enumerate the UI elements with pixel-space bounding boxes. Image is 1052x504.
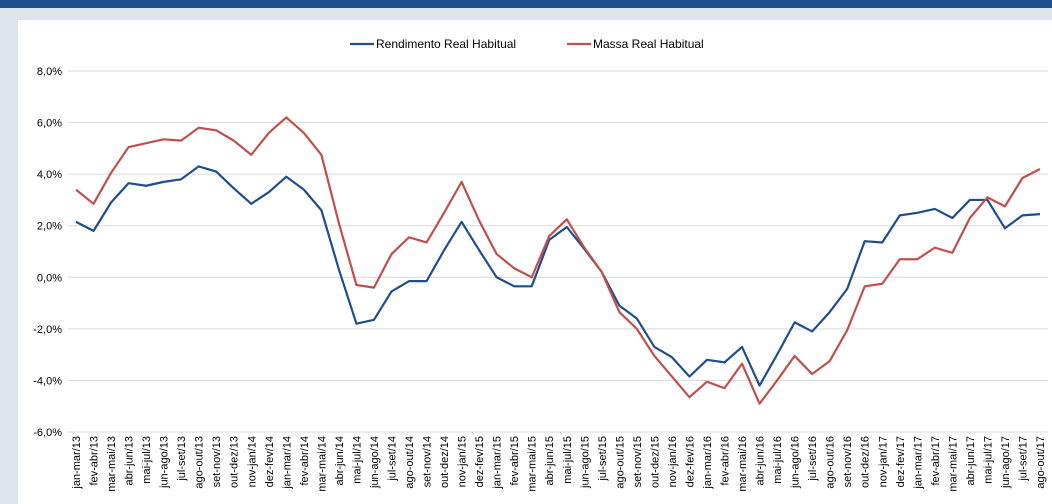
x-tick-label: jul-set/16 bbox=[807, 436, 819, 482]
x-tick-label: fev-abr/17 bbox=[930, 436, 942, 486]
x-tick-label: jan-mar/15 bbox=[492, 436, 504, 490]
x-tick-label: ago-out/14 bbox=[404, 436, 416, 489]
x-tick-label: nov-jan/14 bbox=[246, 436, 258, 487]
y-tick-label: 2,0% bbox=[37, 221, 62, 233]
x-tick-label: fev-abr/16 bbox=[720, 436, 732, 486]
x-tick-label: mar-mai/16 bbox=[737, 436, 749, 492]
y-tick-label: 0,0% bbox=[37, 272, 62, 284]
x-tick-label: jun-ago/17 bbox=[1000, 436, 1012, 489]
series-line bbox=[75, 116, 1041, 405]
x-tick-label: jul-set/13 bbox=[176, 436, 188, 482]
x-tick-label: jun-ago/14 bbox=[369, 436, 381, 489]
x-tick-label: out-dez/14 bbox=[439, 436, 451, 488]
x-tick-label: mar-mai/17 bbox=[947, 436, 959, 492]
x-tick-label: jun-ago/13 bbox=[159, 436, 171, 489]
x-tick-label: nov-jan/16 bbox=[667, 436, 679, 487]
x-tick-label: jan-mar/14 bbox=[281, 436, 293, 490]
x-tick-label: jul-set/14 bbox=[386, 436, 398, 482]
x-tick-label: jun-ago/16 bbox=[790, 436, 802, 489]
y-tick-label: -4,0% bbox=[33, 375, 62, 387]
x-tick-label: out-dez/16 bbox=[860, 436, 872, 488]
y-tick-label: -6,0% bbox=[33, 427, 62, 439]
x-tick-label: abr-jun/17 bbox=[965, 436, 977, 486]
x-tick-label: jun-ago/15 bbox=[579, 436, 591, 489]
x-tick-label: out-dez/15 bbox=[649, 436, 661, 488]
x-tick-label: set-nov/15 bbox=[632, 436, 644, 487]
x-tick-label: dez-fev/16 bbox=[684, 436, 696, 487]
legend-label: Rendimento Real Habitual bbox=[376, 37, 516, 51]
x-tick-label: ago-out/17 bbox=[1035, 436, 1047, 489]
x-tick-label: ago-out/13 bbox=[194, 436, 206, 489]
x-tick-label: dez-fev/15 bbox=[474, 436, 486, 487]
x-tick-label: fev-abr/14 bbox=[299, 436, 311, 486]
x-tick-label: mai-jul/14 bbox=[351, 436, 363, 484]
x-tick-label: dez-fev/14 bbox=[264, 436, 276, 487]
x-tick-label: abr-jun/16 bbox=[755, 436, 767, 486]
x-tick-label: mai-jul/15 bbox=[562, 436, 574, 484]
x-tick-label: jan-mar/13 bbox=[71, 436, 83, 490]
x-tick-label: ago-out/15 bbox=[614, 436, 626, 489]
y-tick-label: 6,0% bbox=[37, 118, 62, 130]
x-tick-label: fev-abr/15 bbox=[509, 436, 521, 486]
x-tick-label: abr-jun/14 bbox=[334, 436, 346, 486]
x-tick-label: set-nov/14 bbox=[422, 436, 434, 487]
x-tick-label: jul-set/15 bbox=[597, 436, 609, 482]
x-tick-label: fev-abr/13 bbox=[89, 436, 101, 486]
x-tick-label: mar-mai/14 bbox=[316, 436, 328, 492]
x-tick-label: out-dez/13 bbox=[229, 436, 241, 488]
x-tick-label: jan-mar/16 bbox=[702, 436, 714, 490]
x-tick-label: jan-mar/17 bbox=[912, 436, 924, 490]
x-tick-label: dez-fev/17 bbox=[895, 436, 907, 487]
x-tick-label: mai-jul/16 bbox=[772, 436, 784, 484]
x-tick-label: abr-jun/13 bbox=[124, 436, 136, 486]
x-tick-label: nov-jan/15 bbox=[457, 436, 469, 487]
x-tick-label: abr-jun/15 bbox=[544, 436, 556, 486]
x-tick-label: mar-mai/13 bbox=[106, 436, 118, 492]
x-tick-label: set-nov/13 bbox=[211, 436, 223, 487]
x-tick-label: mai-jul/13 bbox=[141, 436, 153, 484]
x-tick-label: mai-jul/17 bbox=[982, 436, 994, 484]
x-tick-label: ago-out/16 bbox=[825, 436, 837, 489]
x-tick-label: jul-set/17 bbox=[1017, 436, 1029, 482]
x-tick-label: set-nov/16 bbox=[842, 436, 854, 487]
header-bar bbox=[0, 0, 1052, 8]
plot-background bbox=[18, 20, 1052, 504]
y-tick-label: 4,0% bbox=[37, 169, 62, 181]
x-tick-label: nov-jan/17 bbox=[877, 436, 889, 487]
x-tick-label: mar-mai/15 bbox=[527, 436, 539, 492]
legend-label: Massa Real Habitual bbox=[593, 37, 704, 51]
series-line bbox=[75, 165, 1041, 387]
y-tick-label: 8,0% bbox=[37, 66, 62, 78]
y-tick-label: -2,0% bbox=[33, 324, 62, 336]
